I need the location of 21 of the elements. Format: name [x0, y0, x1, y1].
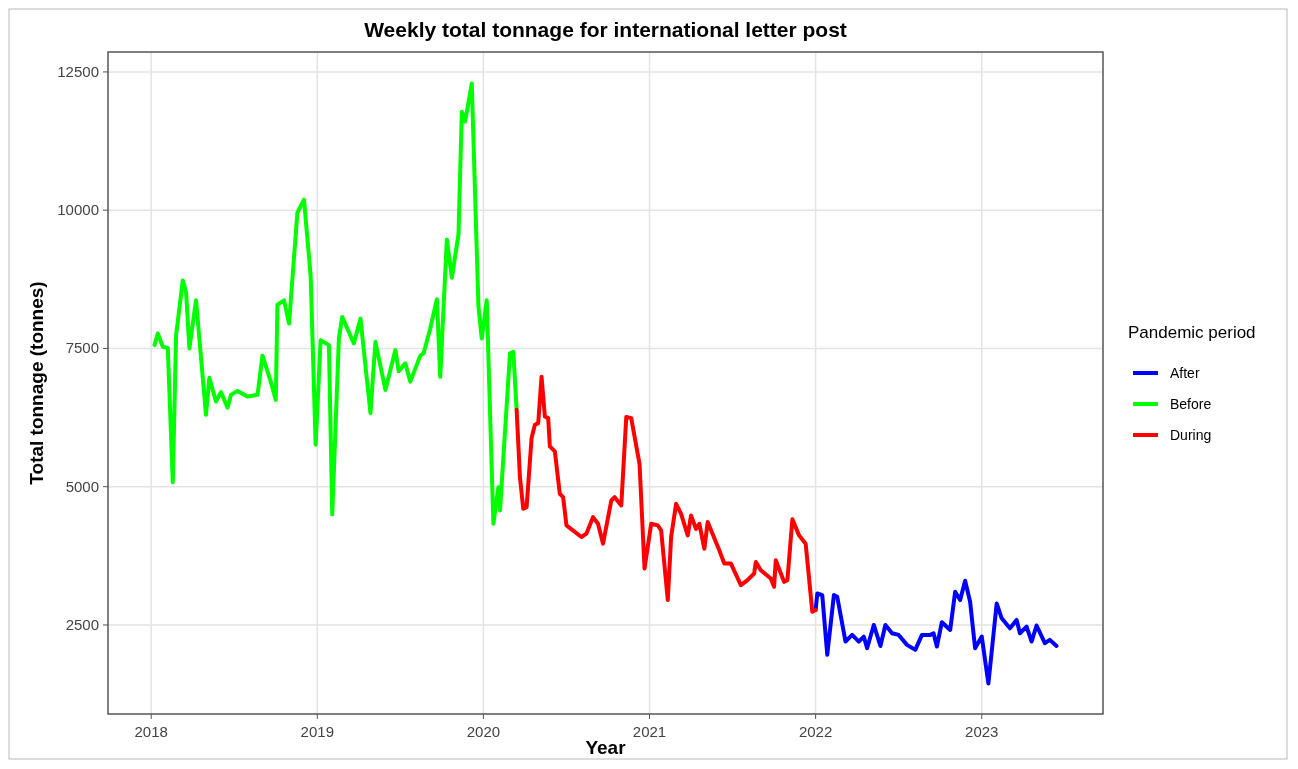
y-tick-label: 7500 [65, 339, 99, 357]
x-tick-label: 2023 [965, 723, 999, 740]
x-tick-label: 2022 [798, 723, 833, 740]
legend-label: Before [1170, 396, 1212, 412]
line-series [813, 578, 1059, 686]
y-tick-label: 2500 [65, 615, 99, 633]
x-tick-label: 2018 [134, 723, 168, 740]
x-axis-title: Year [585, 737, 627, 758]
line-series [152, 81, 519, 526]
y-tick-label: 5000 [65, 477, 99, 495]
y-axis-title: Total tonnage (tonnes) [26, 281, 47, 485]
chart-title: Weekly total tonnage for international letter post [364, 18, 847, 41]
x-tick-label: 2020 [466, 723, 501, 740]
x-tick-label: 2019 [300, 723, 334, 740]
x-tick-label: 2021 [632, 723, 667, 740]
y-tick-label: 12500 [57, 62, 99, 80]
legend-label: After [1170, 365, 1200, 381]
line-series [514, 374, 818, 614]
legend-label: During [1170, 427, 1212, 443]
y-tick-label: 10000 [57, 201, 99, 219]
legend-title: Pandemic period [1128, 323, 1256, 342]
